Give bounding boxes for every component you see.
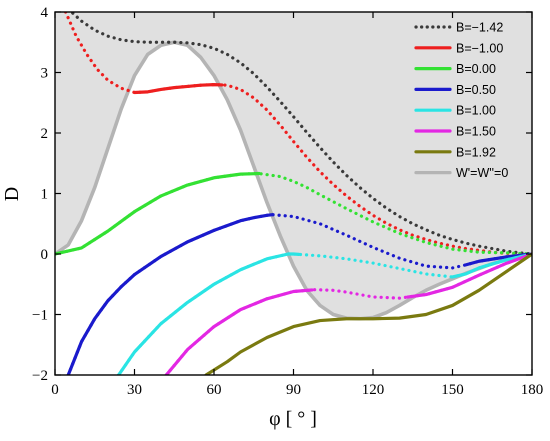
legend-item-b-1-00: B=1.00 [414, 104, 496, 118]
legend-item-b-0-50: B=0.50 [414, 83, 496, 97]
legend-label: B=−1.42 [456, 21, 503, 35]
x-axis-title: φ [ ° ] [269, 408, 317, 430]
series-solid-segment [164, 288, 314, 375]
legend-item-w-w-0: W'=W''=0 [414, 166, 508, 180]
x-tick-label: 60 [207, 382, 222, 398]
series-solid-segment [450, 252, 532, 279]
series-w-w-0 [55, 40, 532, 321]
series-line [55, 40, 532, 321]
legend-item-b-0-00: B=0.00 [414, 62, 496, 76]
x-tick-label: 90 [286, 382, 301, 398]
legend-label: B=1.92 [456, 145, 496, 159]
legend-label: B=−1.00 [456, 41, 503, 55]
legend-label: B=1.00 [456, 104, 496, 118]
legend-label: B=1.50 [456, 125, 496, 139]
ticks-layer: 0 30 60 90 120 150 180 −2 −1 0 1 2 3 4 [32, 5, 543, 398]
y-tick-label: 4 [41, 5, 49, 21]
series-solid-segment [66, 213, 274, 375]
series-line [204, 252, 532, 375]
shaded-region [55, 12, 532, 319]
series-solid-segment [55, 171, 261, 256]
legend-label: W'=W''=0 [456, 166, 508, 180]
series-b-1-00 [117, 252, 532, 375]
series-b-1-00 [63, 12, 532, 256]
x-tick-label: 180 [521, 382, 544, 398]
series-solid-segment [117, 252, 301, 375]
y-tick-label: 0 [41, 247, 49, 263]
legend-item-b-1-42: B=−1.42 [414, 21, 503, 35]
series-solid-segment [132, 83, 224, 95]
legend-item-b-1-00: B=−1.00 [414, 41, 503, 55]
y-tick-label: 2 [41, 126, 49, 142]
x-tick-label: 0 [51, 382, 59, 398]
x-tick-label: 30 [127, 382, 142, 398]
series-b-1-50 [164, 252, 532, 375]
y-axis-title: D [1, 187, 23, 201]
y-tick-label: 3 [41, 66, 49, 82]
series-layer [55, 12, 532, 375]
legend-item-b-1-50: B=1.50 [414, 125, 496, 139]
series-b-1-92 [204, 252, 532, 375]
y-tick-label: 1 [41, 187, 49, 203]
shaded-area [55, 12, 532, 319]
legend-label: B=0.50 [456, 83, 496, 97]
series-dotted-line [69, 12, 532, 256]
x-tick-label: 120 [362, 382, 385, 398]
legend: B=−1.42 B=−1.00 B=0.00 B=0.50 B=1.00 B=1.50 B=… [414, 21, 508, 180]
legend-item-b-1-92: B=1.92 [414, 145, 496, 159]
y-tick-label: −1 [32, 308, 48, 324]
series-b-0-00 [55, 171, 532, 256]
series-solid-segment [405, 252, 532, 299]
series-dotted-line [117, 252, 532, 375]
series-b-1-42 [69, 12, 532, 256]
y-tick-label: −2 [32, 368, 48, 384]
x-tick-label: 150 [441, 382, 464, 398]
legend-label: B=0.00 [456, 62, 496, 76]
